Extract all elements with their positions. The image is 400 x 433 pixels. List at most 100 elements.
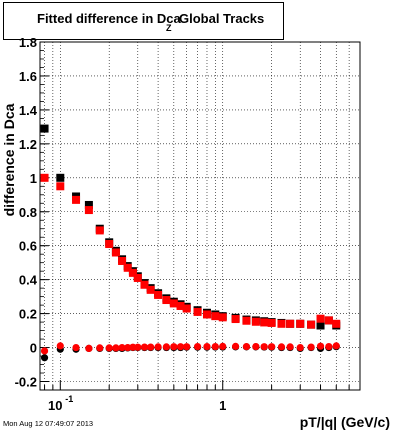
- point-s1: [146, 285, 155, 294]
- point-s3: [260, 343, 268, 351]
- x-tick-labels: 10 -1 1: [48, 394, 226, 413]
- point-s0: [316, 321, 325, 330]
- point-s3: [154, 343, 162, 351]
- point-s1: [123, 263, 132, 272]
- plot-frame: [39, 41, 361, 391]
- point-s3: [203, 342, 211, 351]
- title-rest: Global Tracks: [179, 11, 265, 26]
- point-s1: [231, 315, 240, 324]
- point-s3: [112, 344, 120, 352]
- point-s1: [95, 226, 104, 235]
- y-tick-label: 0.8: [19, 205, 37, 220]
- point-s1: [193, 307, 202, 316]
- point-s3: [268, 343, 276, 351]
- point-s1: [277, 319, 286, 328]
- point-s1: [84, 206, 93, 215]
- point-s1: [307, 320, 316, 329]
- y-tick-label: 1.2: [19, 137, 37, 152]
- y-tick-labels: -0.2 0 0.2 0.4 0.6 0.8 1 1.2 1.4 1.6 1.8: [15, 35, 38, 390]
- point-s3: [231, 342, 240, 350]
- footer-timestamp: Mon Aug 12 07:49:07 2013: [3, 419, 94, 428]
- title-subscript: Z: [166, 23, 172, 33]
- y-tick-label: 1.6: [19, 69, 37, 84]
- axis-ticks: [40, 41, 361, 390]
- y-tick-label: 0.4: [19, 273, 38, 288]
- x-tick-label: 1: [219, 398, 226, 413]
- point-s3: [140, 343, 149, 351]
- point-s3: [307, 343, 315, 351]
- point-s3: [118, 343, 126, 352]
- point-s0: [56, 173, 65, 182]
- data-points: [40, 124, 341, 362]
- point-s1: [169, 299, 178, 308]
- point-s1: [267, 318, 276, 327]
- point-s1: [296, 319, 305, 328]
- point-s3: [183, 343, 191, 351]
- point-s1: [111, 248, 120, 257]
- point-s3: [40, 347, 49, 355]
- point-s2: [40, 354, 49, 362]
- point-s1: [251, 317, 260, 326]
- point-s1: [176, 301, 185, 310]
- point-s3: [124, 343, 132, 352]
- x-tick-exponent: -1: [65, 394, 73, 404]
- y-tick-label: 1.4: [19, 103, 38, 118]
- point-s1: [286, 319, 295, 328]
- point-s1: [40, 173, 49, 182]
- point-s3: [219, 342, 227, 350]
- y-tick-label: 0.2: [19, 307, 37, 322]
- point-s3: [252, 342, 260, 351]
- y-tick-label: 0: [30, 341, 37, 356]
- point-s1: [133, 273, 142, 282]
- point-s1: [218, 313, 227, 322]
- point-s3: [193, 342, 202, 351]
- point-s3: [170, 343, 178, 351]
- point-s1: [140, 280, 149, 289]
- point-s1: [162, 296, 171, 305]
- point-s3: [134, 343, 142, 351]
- point-s3: [147, 343, 155, 351]
- point-s0: [40, 124, 49, 133]
- title-main: Fitted difference in Dca: [37, 11, 181, 26]
- point-s3: [296, 343, 304, 352]
- point-s1: [128, 268, 137, 277]
- point-s3: [242, 342, 251, 351]
- x-tick-label: 10: [48, 398, 62, 413]
- y-tick-label: -0.2: [15, 375, 37, 390]
- y-tick-label: 1.8: [19, 35, 37, 50]
- grid: [40, 41, 361, 390]
- point-s1: [316, 314, 325, 323]
- point-s3: [72, 343, 80, 352]
- point-s1: [154, 290, 163, 299]
- point-s1: [242, 316, 251, 325]
- point-s1: [202, 310, 211, 319]
- point-s3: [286, 343, 294, 351]
- point-s3: [56, 342, 64, 350]
- point-s1: [260, 318, 269, 327]
- point-s3: [316, 342, 325, 350]
- point-s1: [332, 319, 341, 328]
- point-s3: [105, 344, 113, 352]
- point-s1: [72, 195, 81, 204]
- point-s3: [96, 344, 104, 352]
- point-s1: [118, 256, 127, 265]
- y-tick-label: 0.6: [19, 239, 37, 254]
- point-s3: [277, 343, 286, 351]
- point-s1: [324, 316, 333, 325]
- y-tick-label: 1: [30, 171, 37, 186]
- point-s1: [211, 312, 220, 321]
- title-box: Fitted difference in Dca Z Global Tracks: [3, 2, 284, 40]
- point-s1: [105, 240, 114, 249]
- point-s3: [325, 342, 333, 351]
- y-axis-label: difference in Dca: [1, 103, 17, 216]
- point-s3: [85, 344, 93, 353]
- point-s3: [211, 342, 219, 351]
- point-s3: [332, 342, 340, 350]
- point-s1: [56, 182, 65, 191]
- frame-rect: [39, 41, 361, 391]
- point-s3: [176, 343, 185, 351]
- x-axis-label: pT/|q| (GeV/c): [300, 414, 390, 430]
- point-s0: [84, 200, 93, 209]
- point-s3: [162, 343, 170, 351]
